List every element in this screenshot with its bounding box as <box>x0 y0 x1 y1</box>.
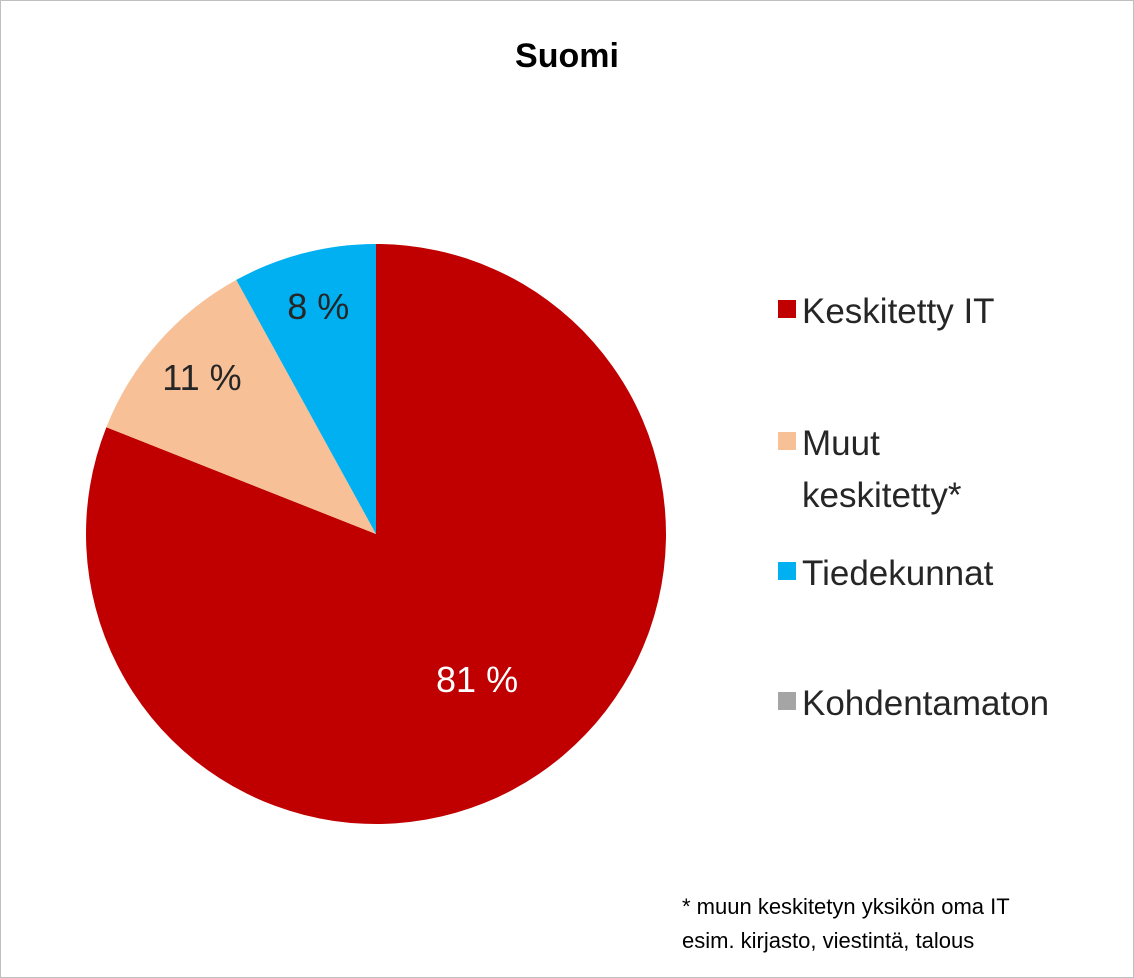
pie-slice <box>85 244 666 824</box>
legend-label: Tiedekunnat <box>802 554 994 593</box>
legend-label: Kohdentamaton <box>802 684 1050 723</box>
footnote-line: * muun keskitetyn yksikön oma IT <box>682 894 1010 919</box>
legend-swatch <box>778 562 796 580</box>
pie-slice <box>236 244 376 534</box>
data-label: 81 % <box>436 659 518 700</box>
legend-item: Kohdentamaton <box>778 680 1050 730</box>
legend-item: Keskitetty IT <box>778 288 1022 338</box>
legend-swatch <box>778 692 796 710</box>
legend-label: Keskitetty IT <box>802 292 995 331</box>
chart-title: Suomi <box>515 37 619 75</box>
legend-label: Muut keskitetty* <box>802 424 962 515</box>
data-label: 8 % <box>287 286 349 327</box>
legend-swatch <box>778 300 796 318</box>
legend-item: Tiedekunnat <box>778 550 1022 600</box>
legend-swatch <box>778 432 796 450</box>
data-label: 11 % <box>162 357 241 398</box>
footnote-line: esim. kirjasto, viestintä, talous <box>682 928 975 953</box>
legend-item: Muut keskitetty* <box>778 420 1022 522</box>
pie-slice <box>106 279 377 534</box>
footnote: * muun keskitetyn yksikön oma IT esim. ki… <box>682 890 1010 958</box>
